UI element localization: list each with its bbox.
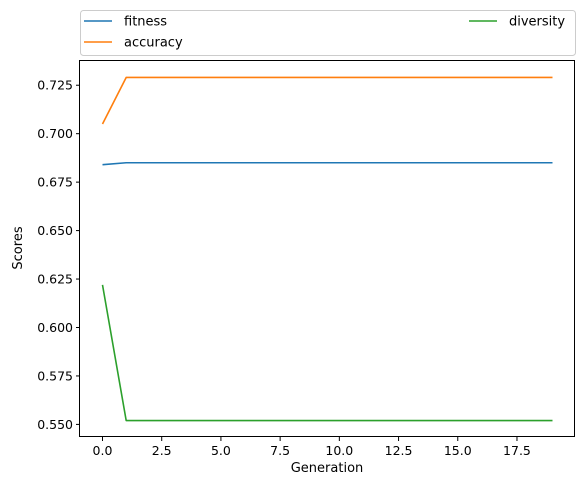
y-tick-label: 0.675 <box>37 175 73 190</box>
y-tick-label: 0.700 <box>37 126 73 141</box>
x-axis: 0.0 2.5 5.0 7.5 10.0 12.5 15.0 17.5 <box>93 437 531 458</box>
plot-frame <box>80 61 575 437</box>
x-axis-label: Generation <box>291 461 364 476</box>
y-axis: 0.550 0.575 0.600 0.625 0.650 0.675 0.700 0.725 <box>37 78 80 432</box>
y-tick-label: 0.550 <box>37 417 73 432</box>
x-tick-label: 17.5 <box>503 443 531 458</box>
y-tick-label: 0.600 <box>37 320 73 335</box>
series-line-accuracy <box>103 77 553 124</box>
x-tick-label: 12.5 <box>385 443 413 458</box>
series-line-fitness <box>103 163 553 165</box>
y-axis-label: Scores <box>11 226 26 269</box>
y-tick-label: 0.625 <box>37 272 73 287</box>
legend-label-accuracy: accuracy <box>124 36 183 51</box>
x-tick-label: 0.0 <box>93 443 113 458</box>
legend-label-fitness: fitness <box>124 15 167 30</box>
y-tick-label: 0.650 <box>37 223 73 238</box>
plot-area <box>103 77 553 420</box>
x-tick-label: 2.5 <box>152 443 172 458</box>
y-tick-label: 0.575 <box>37 368 73 383</box>
legend-label-diversity: diversity <box>509 15 565 30</box>
y-tick-label: 0.725 <box>37 78 73 93</box>
legend: fitness accuracy diversity <box>81 11 576 56</box>
x-tick-label: 10.0 <box>325 443 353 458</box>
x-tick-label: 5.0 <box>211 443 231 458</box>
x-tick-label: 7.5 <box>270 443 290 458</box>
series-line-diversity <box>103 285 553 421</box>
x-tick-label: 15.0 <box>444 443 472 458</box>
